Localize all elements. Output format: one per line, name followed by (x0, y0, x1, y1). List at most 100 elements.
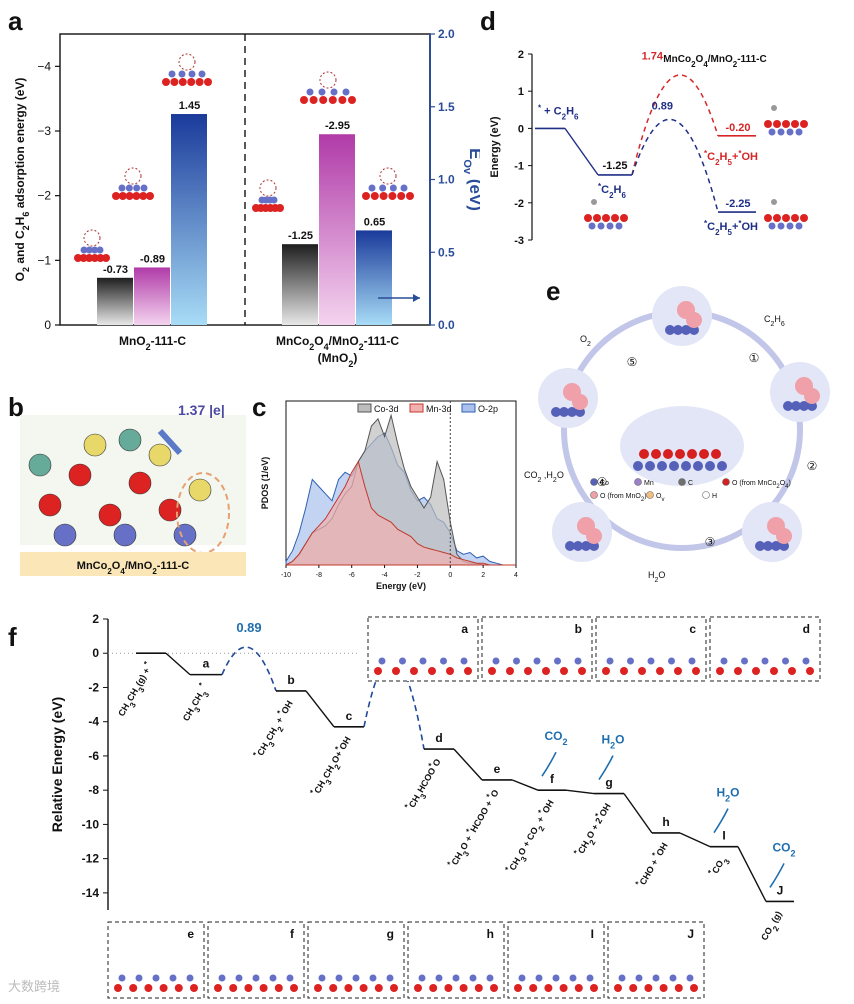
atom (85, 246, 93, 254)
atom (768, 222, 776, 230)
atom (690, 984, 698, 992)
atom (229, 984, 238, 992)
box-label: J (687, 927, 694, 941)
y-tick-label: 0 (44, 318, 51, 332)
atom (791, 401, 801, 411)
atom (129, 984, 138, 992)
atom (83, 433, 107, 457)
atom (569, 974, 577, 982)
atom (410, 667, 418, 675)
level-id: f (550, 772, 555, 786)
atom (400, 184, 408, 192)
atom (786, 128, 794, 136)
atom (635, 974, 643, 982)
atom (214, 984, 222, 992)
atom (429, 984, 438, 992)
legend-label: O (from MnCo2O4) (732, 480, 791, 490)
atom (259, 984, 268, 992)
atom (318, 974, 326, 982)
atom (96, 246, 104, 254)
state-bg (620, 406, 744, 486)
atom (681, 461, 691, 471)
legend-label: Mn-3d (426, 404, 452, 414)
legend-swatch (722, 478, 730, 486)
atom (148, 443, 172, 467)
atom (513, 657, 520, 665)
atom (370, 192, 379, 200)
atom (783, 401, 793, 411)
atom (777, 128, 785, 136)
step-number: ⑤ (627, 355, 638, 369)
atom (559, 407, 569, 417)
y2-axis-label: EOv (eV) (461, 148, 480, 211)
atom (488, 667, 496, 675)
level-value: -2.25 (725, 198, 750, 210)
atom (90, 254, 99, 262)
atom (554, 657, 561, 665)
atom (286, 974, 294, 982)
y2-tick-label: 2.0 (438, 27, 455, 41)
atom (269, 974, 277, 982)
panel-label-e: e (546, 276, 561, 306)
atom (620, 667, 628, 675)
y-tick-label: 2 (92, 612, 99, 626)
atom (300, 96, 308, 104)
atom (460, 657, 468, 665)
atom (590, 984, 598, 992)
panel-label-a: a (8, 6, 23, 36)
atom (578, 667, 586, 675)
atom (390, 984, 398, 992)
y2-tick-label: 0.0 (438, 318, 455, 332)
product-label: CO2 (544, 729, 567, 747)
atom (173, 523, 197, 547)
atom (529, 984, 538, 992)
y-tick-label: −1 (37, 253, 51, 267)
level-id: I (722, 829, 725, 843)
atom (686, 312, 702, 328)
y2-tick-label: 1.0 (438, 173, 455, 187)
atom (464, 667, 472, 675)
level-name: CO2 (g) (759, 909, 788, 944)
central-structure (620, 406, 744, 486)
atom (627, 657, 634, 665)
y-tick-label: 2 (518, 49, 524, 61)
reactant-label: C2H6 (764, 314, 785, 328)
bar-value-label: -2.95 (325, 120, 350, 132)
atom (665, 325, 675, 335)
atom (657, 461, 667, 471)
atom (606, 222, 614, 230)
connector (679, 832, 711, 848)
structure-box: I (507, 921, 605, 999)
atom (85, 254, 94, 262)
atom (135, 974, 143, 982)
connector (623, 793, 653, 834)
atom (574, 984, 583, 992)
atom (379, 192, 388, 200)
vacancy-ring (124, 167, 142, 185)
y-axis-label: Relative Energy (eV) (49, 697, 65, 832)
step-number: ② (807, 459, 818, 473)
axis-arrowhead (413, 294, 420, 302)
release-arrow (541, 751, 557, 777)
atom (38, 493, 62, 517)
atom (565, 541, 575, 551)
atom (379, 184, 387, 192)
atom (113, 523, 137, 547)
ts-curve (631, 74, 719, 176)
box-label: f (290, 927, 295, 941)
y-tick-label: -8 (88, 783, 99, 797)
atom (469, 974, 477, 982)
group-label: MnO2-111-C (119, 334, 186, 352)
atom (204, 78, 212, 86)
box-label: h (487, 927, 494, 941)
y-tick-label: 1 (518, 86, 524, 98)
atom (218, 974, 226, 982)
bar-C2H6 (97, 277, 133, 325)
y-tick-label: -6 (88, 749, 99, 763)
box-frame (207, 921, 305, 999)
atom (552, 974, 560, 982)
atom (782, 120, 790, 128)
atom (668, 657, 675, 665)
atom (152, 974, 160, 982)
level-name: *CO3 (706, 852, 732, 880)
